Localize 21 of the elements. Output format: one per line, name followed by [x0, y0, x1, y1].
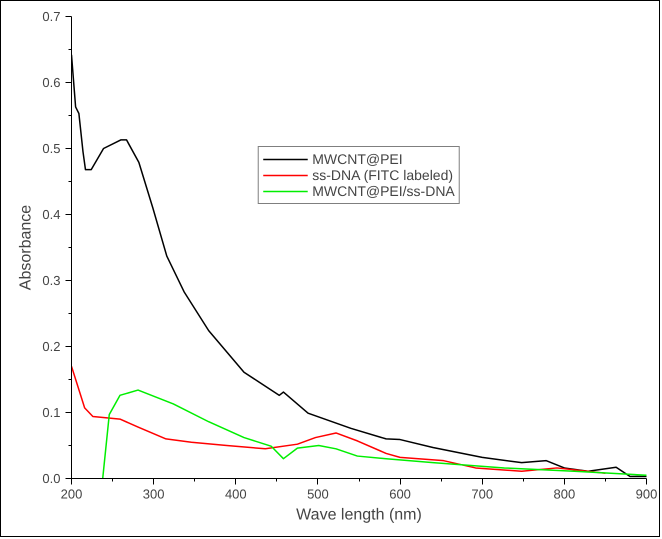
y-tick-label: 0.5	[42, 141, 61, 156]
legend-label: MWCNT@PEI	[312, 151, 403, 167]
x-axis-title: Wave length (nm)	[296, 506, 422, 524]
x-tick-label: 800	[554, 486, 576, 502]
y-tick-label: 0.3	[42, 273, 61, 288]
x-tick-label: 900	[636, 486, 658, 502]
legend-label: MWCNT@PEI/ss-DNA	[312, 183, 455, 199]
x-tick-label: 300	[142, 486, 164, 502]
legend-label: ss-DNA (FITC labeled)	[312, 167, 454, 183]
y-tick-label: 0.7	[42, 9, 61, 24]
x-tick-label: 200	[60, 486, 82, 502]
x-tick-label: 500	[307, 486, 329, 502]
y-tick-label: 0.0	[42, 471, 61, 486]
x-tick-label: 600	[389, 486, 411, 502]
y-tick-label: 0.6	[42, 75, 61, 90]
x-tick-label: 700	[471, 486, 494, 502]
y-tick-label: 0.2	[42, 339, 61, 354]
y-axis-title: Absorbance	[17, 204, 34, 290]
x-tick-label: 400	[224, 486, 247, 502]
y-tick-label: 0.4	[42, 207, 61, 222]
y-tick-label: 0.1	[42, 405, 61, 420]
